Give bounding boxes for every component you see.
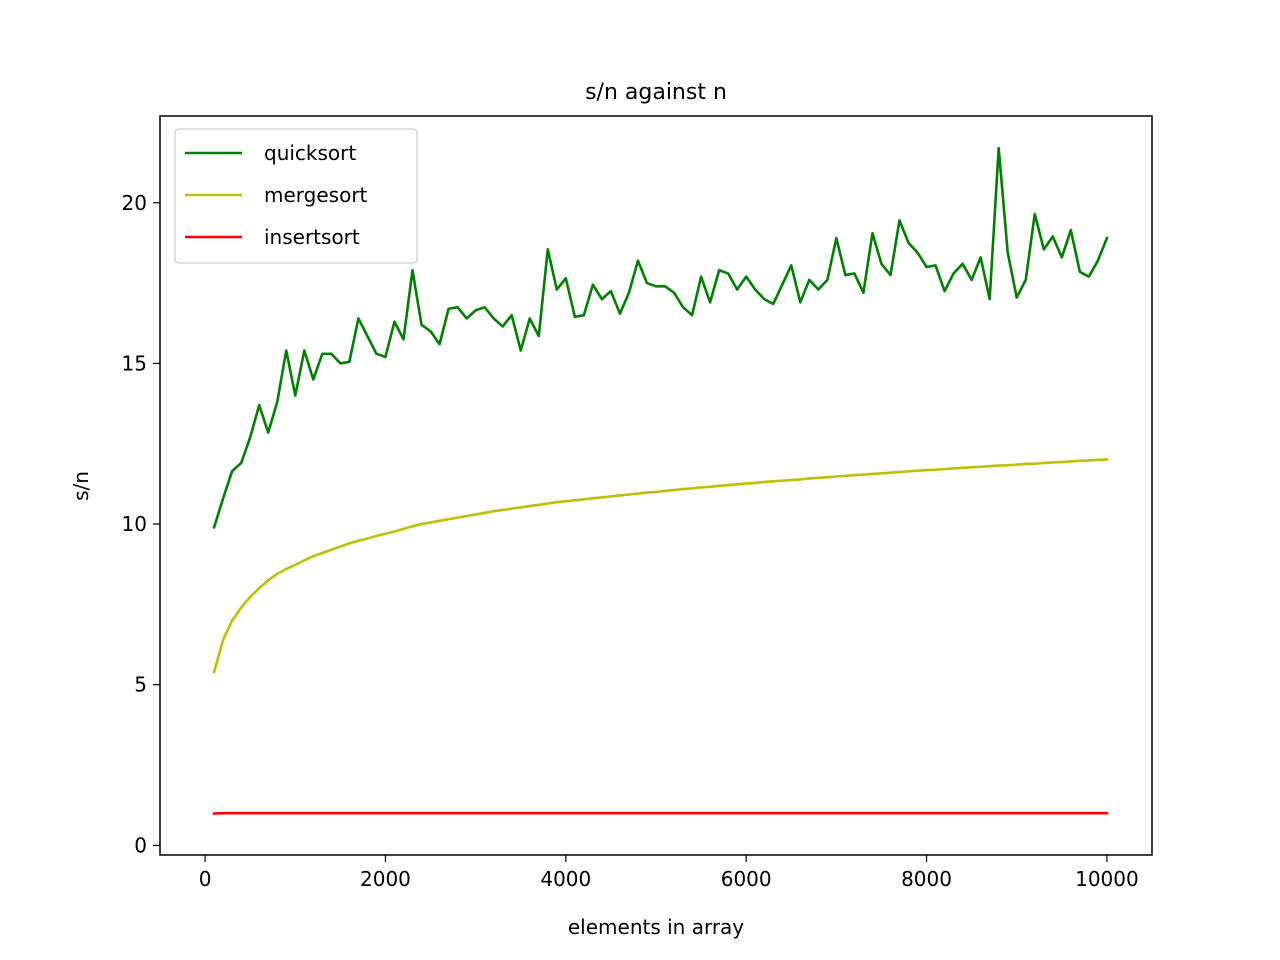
y-tick-label: 0 xyxy=(134,833,147,857)
x-tick-label: 2000 xyxy=(360,867,411,891)
legend-entries: quicksort mergesort insertsort xyxy=(185,141,368,249)
plot-frame xyxy=(159,115,1153,856)
y-axis-label: s/n xyxy=(69,471,93,501)
legend: quicksort mergesort insertsort xyxy=(174,128,418,264)
series-layer xyxy=(212,146,1109,815)
legend-frame xyxy=(174,128,418,264)
x-tick-label: 0 xyxy=(199,867,212,891)
y-tick-label: 5 xyxy=(134,673,147,697)
legend-label-insertsort: insertsort xyxy=(264,225,360,249)
chart-title: s/n against n xyxy=(585,80,727,105)
x-tick-label: 4000 xyxy=(540,867,591,891)
x-axis-ticks: 0 2000 4000 6000 8000 10000 xyxy=(199,855,1139,891)
y-tick-label: 15 xyxy=(122,351,147,375)
x-tick-label: 6000 xyxy=(721,867,772,891)
x-tick-label: 8000 xyxy=(901,867,952,891)
x-axis-label: elements in array xyxy=(568,915,744,939)
y-tick-label: 10 xyxy=(122,512,147,536)
y-axis-ticks: 0 5 10 15 20 xyxy=(122,191,160,857)
series-line-quicksort xyxy=(212,146,1109,529)
legend-label-mergesort: mergesort xyxy=(264,183,368,207)
y-tick-label: 20 xyxy=(122,191,147,215)
legend-label-quicksort: quicksort xyxy=(264,141,356,165)
series-line-mergesort xyxy=(212,458,1109,674)
x-tick-label: 10000 xyxy=(1075,867,1139,891)
